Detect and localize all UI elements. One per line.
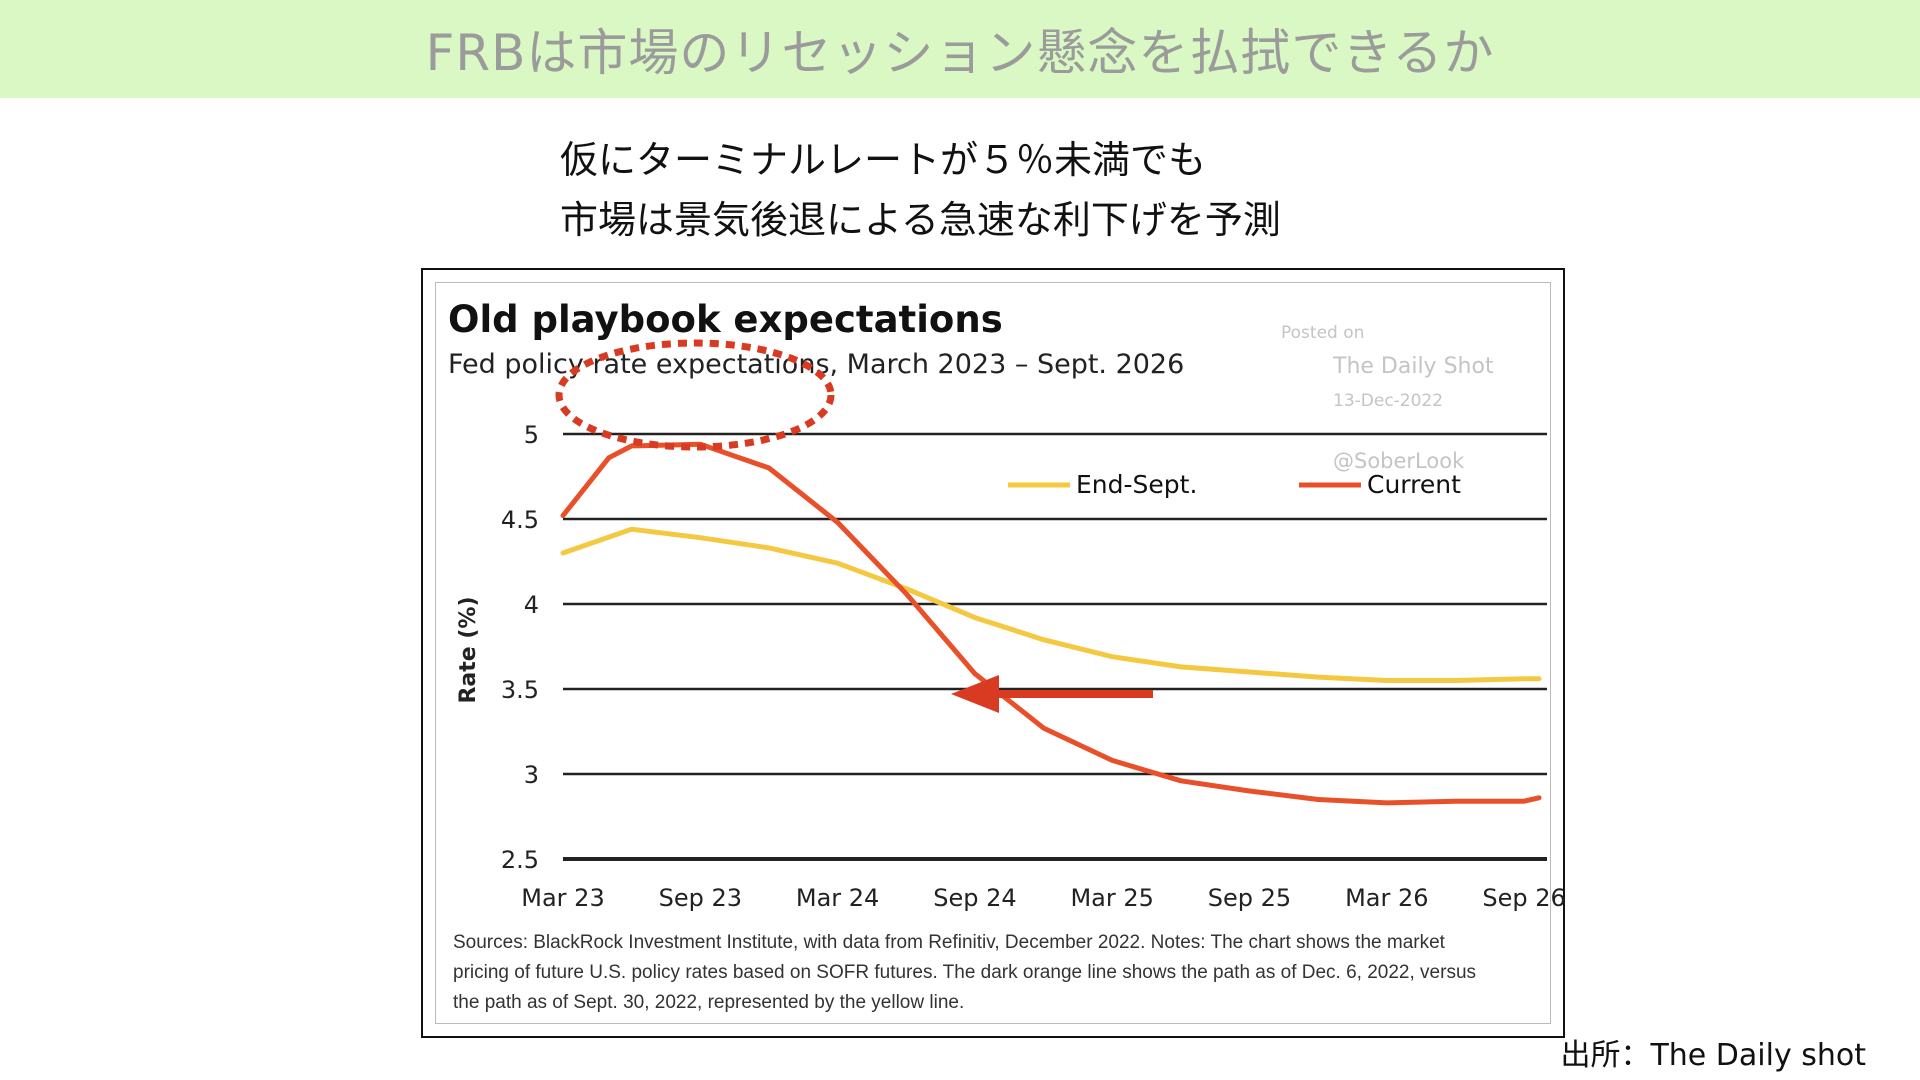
series-line-end-sept: [560, 526, 1542, 683]
chart-frame: Old playbook expectations Fed policy rat…: [421, 268, 1566, 1038]
chart-legend: End-Sept. Current: [1008, 470, 1461, 499]
grid-layer: [563, 432, 1547, 861]
page-title: FRBは市場のリセッション懸念を払拭できるか: [425, 24, 1495, 82]
chart-title: Old playbook expectations: [448, 298, 1003, 341]
chart-notes-line-3: the path as of Sept. 30, 2022, represent…: [453, 992, 964, 1013]
x-tick-label: Sep 24: [933, 884, 1016, 912]
x-tick-label: Mar 25: [1070, 884, 1153, 912]
subtitle-block: 仮にターミナルレートが５％未満でも 市場は景気後退による急速な利下げを予測: [560, 130, 1281, 250]
y-tick-labels: 5 4.5 4 3.5 3 2.5: [501, 421, 539, 874]
source-credit: 出所：The Daily shot: [1560, 1038, 1866, 1073]
x-tick-label: Sep 26: [1482, 884, 1565, 912]
x-tick-label: Mar 24: [796, 884, 879, 912]
chart-notes-line-1: Sources: BlackRock Investment Institute,…: [453, 932, 1446, 953]
chart-notes-line-2: pricing of future U.S. policy rates base…: [453, 962, 1476, 983]
series-layer: [560, 441, 1542, 806]
annotation-arrow: [951, 675, 1153, 713]
annotation-arrow-head: [951, 675, 999, 713]
chart-inner-border: [435, 282, 1551, 1024]
y-tick-label: 4: [524, 591, 539, 619]
rate-expectations-chart: Old playbook expectations Fed policy rat…: [448, 298, 1566, 1013]
legend-label-current: Current: [1367, 470, 1461, 499]
watermark-date: 13-Dec-2022: [1333, 391, 1443, 411]
legend-label-end-sept: End-Sept.: [1076, 470, 1197, 499]
y-axis-label: Rate (%): [456, 596, 481, 703]
y-tick-label: 3: [524, 761, 539, 789]
highlight-ellipse: [555, 339, 835, 451]
x-tick-labels: Mar 23 Sep 23 Mar 24 Sep 24 Mar 25 Sep 25 Mar …: [521, 884, 1566, 912]
subtitle-line-2: 市場は景気後退による急速な利下げを予測: [560, 198, 1281, 242]
watermark-posted-on: Posted on: [1281, 323, 1364, 343]
x-tick-label: Sep 25: [1208, 884, 1291, 912]
y-tick-label: 2.5: [501, 846, 539, 874]
y-tick-label: 4.5: [501, 506, 539, 534]
series-line-current: [560, 441, 1542, 806]
watermark-site: The Daily Shot: [1332, 354, 1494, 379]
x-tick-label: Mar 26: [1345, 884, 1428, 912]
x-tick-label: Sep 23: [659, 884, 742, 912]
y-tick-label: 5: [524, 421, 539, 449]
x-tick-label: Mar 23: [521, 884, 604, 912]
title-banner: FRBは市場のリセッション懸念を払拭できるか: [0, 0, 1920, 98]
watermark-handle: @SoberLook: [1333, 449, 1465, 473]
y-tick-label: 3.5: [501, 676, 539, 704]
subtitle-line-1: 仮にターミナルレートが５％未満でも: [560, 138, 1207, 182]
